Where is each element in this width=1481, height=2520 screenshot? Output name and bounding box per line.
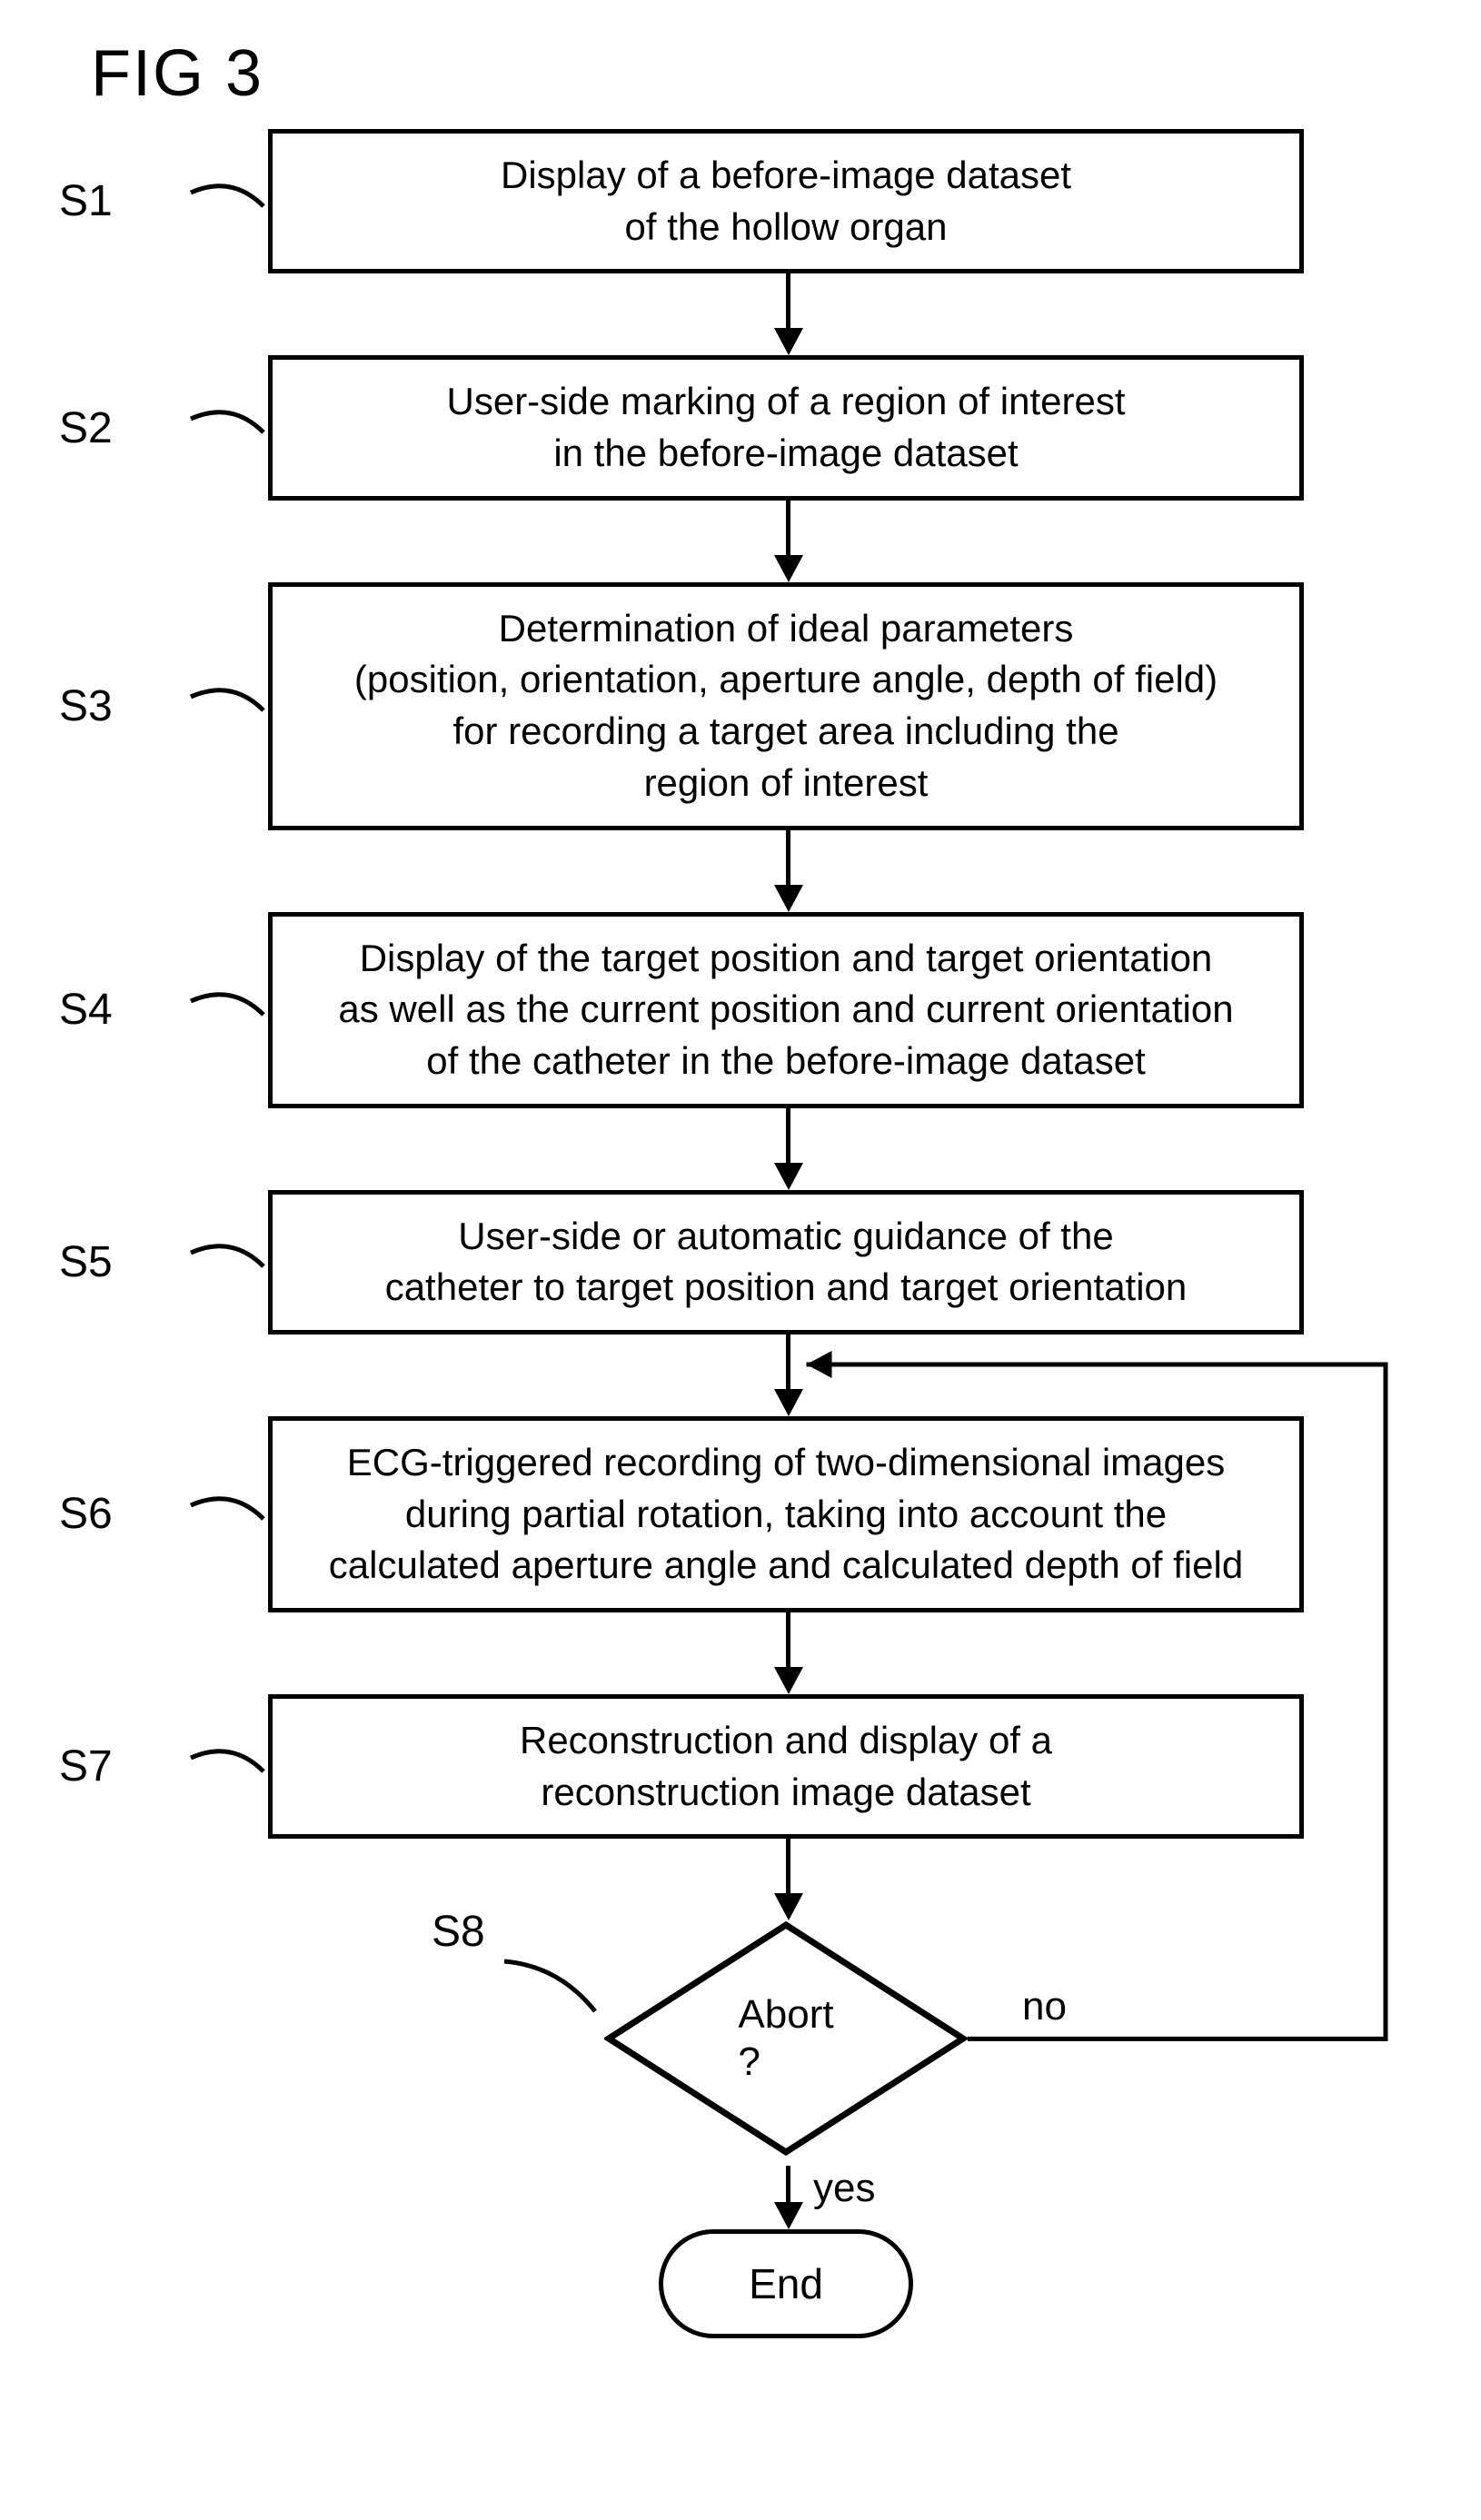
process-box-s1: Display of a before-image dataset of the… bbox=[268, 129, 1304, 273]
flowchart-container: S1 Display of a before-image dataset of … bbox=[59, 129, 1422, 2338]
arrow-down-icon bbox=[786, 501, 1422, 582]
decision-text: Abort ? bbox=[604, 1920, 968, 2157]
step-row-s7: S7 Reconstruction and display of a recon… bbox=[59, 1694, 1422, 1839]
process-box-s3: Determination of ideal parameters (posit… bbox=[268, 582, 1304, 830]
step-label-s6: S6 bbox=[59, 1489, 186, 1539]
step-row-s6: S6 ECG-triggered recording of two-dimens… bbox=[59, 1416, 1422, 1612]
connector-curve-icon bbox=[495, 1948, 604, 2029]
connector-curve-icon bbox=[186, 670, 268, 742]
arrow-down-icon bbox=[786, 1334, 1422, 1416]
connector-curve-icon bbox=[186, 974, 268, 1047]
figure-title: FIG 3 bbox=[91, 36, 1445, 111]
arrow-down-icon bbox=[786, 1839, 1422, 1920]
connector-curve-icon bbox=[186, 392, 268, 464]
decision-diamond: Abort ? bbox=[604, 1920, 968, 2157]
arrow-down-icon bbox=[786, 830, 1422, 912]
arrow-down-icon bbox=[786, 1612, 1422, 1694]
step-row-s3: S3 Determination of ideal parameters (po… bbox=[59, 582, 1422, 830]
step-label-s4: S4 bbox=[59, 985, 186, 1035]
step-row-s2: S2 User-side marking of a region of inte… bbox=[59, 355, 1422, 500]
process-box-s7: Reconstruction and display of a reconstr… bbox=[268, 1694, 1304, 1839]
terminator-text: End bbox=[659, 2229, 913, 2338]
step-label-s3: S3 bbox=[59, 681, 186, 731]
arrow-down-icon bbox=[786, 1108, 1422, 1190]
connector-curve-icon bbox=[186, 1478, 268, 1551]
arrow-down-icon bbox=[786, 2166, 1422, 2229]
connector-curve-icon bbox=[186, 165, 268, 238]
step-label-s8: S8 bbox=[432, 1907, 485, 1957]
step-row-s1: S1 Display of a before-image dataset of … bbox=[59, 129, 1422, 273]
process-box-s6: ECG-triggered recording of two-dimension… bbox=[268, 1416, 1304, 1612]
step-label-s2: S2 bbox=[59, 403, 186, 453]
connector-curve-icon bbox=[186, 1225, 268, 1298]
step-row-s5: S5 User-side or automatic guidance of th… bbox=[59, 1190, 1422, 1334]
step-row-s4: S4 Display of the target position and ta… bbox=[59, 912, 1422, 1108]
step-label-s7: S7 bbox=[59, 1741, 186, 1791]
step-label-s1: S1 bbox=[59, 176, 186, 226]
decision-s8: S8 Abort ? yes no bbox=[441, 1920, 1131, 2175]
decision-no-label: no bbox=[1022, 1984, 1067, 2029]
step-label-s5: S5 bbox=[59, 1237, 186, 1287]
connector-curve-icon bbox=[186, 1731, 268, 1803]
process-box-s5: User-side or automatic guidance of the c… bbox=[268, 1190, 1304, 1334]
process-box-s4: Display of the target position and targe… bbox=[268, 912, 1304, 1108]
arrow-down-icon bbox=[786, 273, 1422, 355]
process-box-s2: User-side marking of a region of interes… bbox=[268, 355, 1304, 500]
terminator-end: End bbox=[659, 2229, 913, 2338]
